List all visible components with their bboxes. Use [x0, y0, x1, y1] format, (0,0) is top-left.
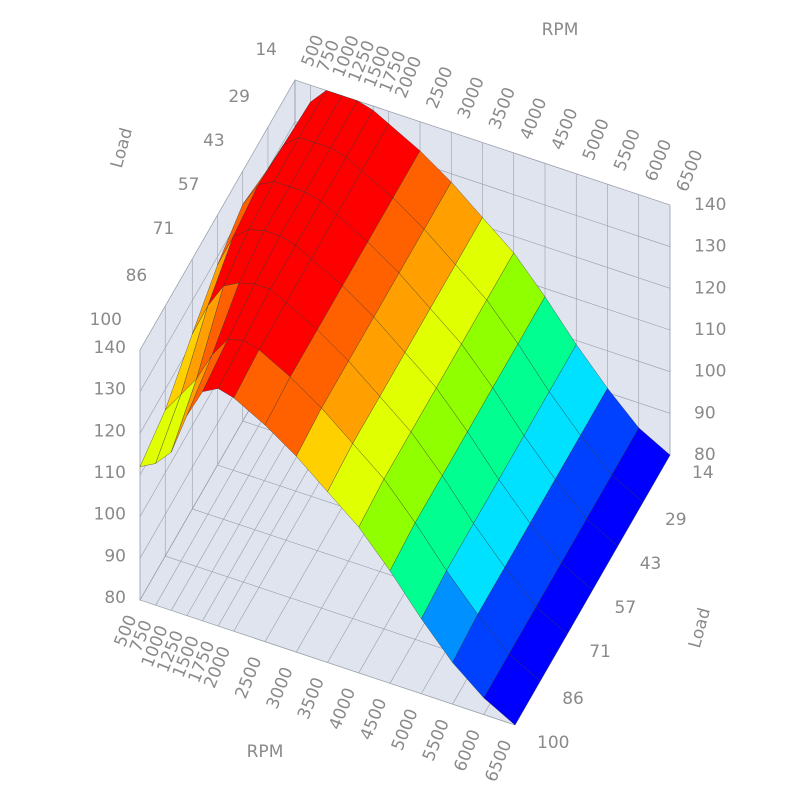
x-tick-label: 4500	[548, 105, 583, 153]
x-tick-label: 3000	[454, 74, 489, 122]
y-tick-label: 100	[537, 733, 569, 753]
grid-line	[139, 79, 296, 351]
x-tick-label: 2500	[423, 64, 458, 112]
y-tick-label: 14	[692, 463, 714, 483]
x-axis-title: RPM	[247, 742, 284, 762]
y-tick-label: 100	[90, 310, 122, 330]
z-tick-label: 80	[694, 445, 716, 465]
z-tick-label: 130	[694, 237, 726, 257]
x-axis-title: RPM	[542, 20, 579, 40]
z-tick-label: 100	[94, 505, 126, 525]
x-tick-label: 5500	[610, 126, 645, 174]
x-tick-label: 3500	[294, 675, 329, 723]
z-tick-label: 90	[694, 403, 716, 423]
y-axis-title: Load	[107, 126, 137, 171]
x-tick-label: 3000	[263, 664, 298, 712]
z-tick-label: 80	[104, 588, 126, 608]
y-tick-label: 71	[589, 642, 611, 662]
x-tick-label: 4000	[517, 95, 552, 143]
z-tick-label: 100	[694, 362, 726, 382]
x-tick-label: 3500	[485, 85, 520, 133]
z-tick-label: 130	[94, 380, 126, 400]
z-tick-label: 140	[94, 338, 126, 358]
x-tick-label: 5000	[579, 116, 614, 164]
y-tick-label: 29	[228, 87, 250, 107]
z-tick-label: 90	[104, 546, 126, 566]
y-tick-label: 86	[126, 266, 148, 286]
y-tick-label: 43	[640, 554, 662, 574]
x-tick-label: 4500	[357, 696, 392, 744]
z-tick-label: 110	[694, 320, 726, 340]
x-tick-label: 5000	[388, 706, 423, 754]
x-tick-label: 6000	[450, 727, 485, 775]
z-tick-label: 120	[94, 421, 126, 441]
x-tick-label: 5500	[419, 716, 454, 764]
surface-cell	[483, 653, 541, 726]
z-tick-label: 120	[694, 278, 726, 298]
x-tick-label: 2500	[232, 654, 267, 702]
z-tick-label: 110	[94, 463, 126, 483]
y-tick-label: 86	[562, 689, 584, 709]
y-tick-label: 43	[203, 131, 225, 151]
y-tick-label: 71	[153, 219, 175, 239]
z-tick-label: 140	[694, 195, 726, 215]
grid-line	[139, 599, 516, 726]
y-tick-label: 57	[178, 175, 200, 195]
y-tick-label: 57	[615, 598, 637, 618]
x-tick-label: 6500	[482, 737, 517, 785]
x-tick-label: 6000	[642, 137, 677, 185]
surface	[139, 90, 671, 726]
y-tick-label: 29	[665, 510, 687, 530]
x-tick-label: 4000	[325, 685, 360, 733]
y-axis-title: Load	[685, 606, 715, 651]
y-tick-label: 14	[255, 40, 277, 60]
x-tick-label: 6500	[673, 147, 708, 195]
